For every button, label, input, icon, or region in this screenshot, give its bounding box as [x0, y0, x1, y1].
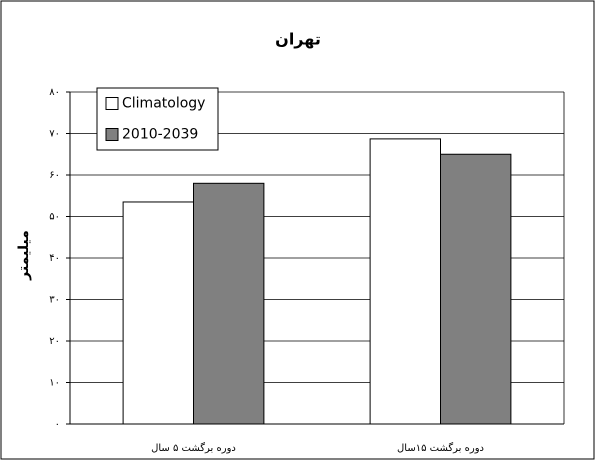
y-tick-label: ۳۰ [49, 295, 60, 306]
legend-label: Climatology [122, 96, 205, 112]
y-axis-label: میلیمتر [16, 230, 32, 281]
legend-swatch [105, 128, 119, 141]
bar [369, 138, 442, 425]
x-tick-label: دوره برگشت ۱۵سال [397, 442, 484, 454]
y-tick-label: ۵۰ [49, 212, 60, 223]
y-tick-label: ۶۰ [49, 170, 60, 181]
y-tick-label: ۷۰ [49, 129, 60, 140]
legend-swatch [105, 97, 119, 110]
y-tick-label: ۴۰ [49, 253, 60, 264]
bar [122, 201, 194, 425]
y-tick-label: ۲۰ [49, 336, 60, 347]
y-tick-label: ۸۰ [49, 87, 60, 98]
chart-title: تهران [275, 30, 321, 49]
legend-label: 2010-2039 [122, 127, 198, 143]
y-tick-label: ۱۰ [49, 378, 60, 389]
bar [440, 153, 512, 425]
y-tick-label: ۰ [55, 419, 60, 430]
bar [193, 182, 265, 425]
x-tick-label: دوره برگشت ۵ سال [151, 442, 236, 454]
